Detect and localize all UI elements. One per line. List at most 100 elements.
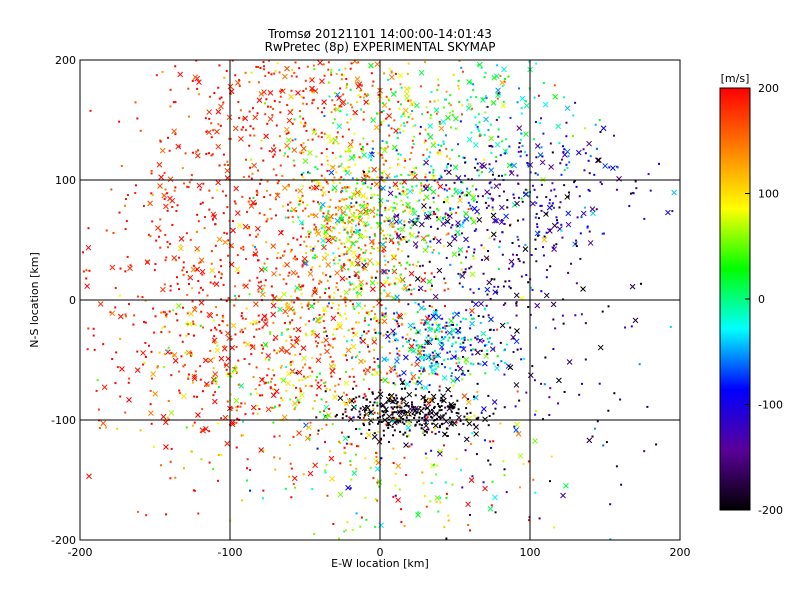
data-point-x <box>263 133 270 140</box>
data-point-x <box>156 161 163 168</box>
data-point-dot <box>320 379 323 382</box>
data-point-dot <box>354 163 357 166</box>
data-point-dot <box>380 457 383 460</box>
data-point-dot <box>349 487 352 490</box>
data-point-x <box>338 216 345 222</box>
data-point-dot <box>289 444 292 447</box>
data-point-dot <box>572 134 575 137</box>
data-point-dot <box>256 112 259 115</box>
data-point-dot <box>398 261 401 264</box>
data-point-dot <box>136 295 139 298</box>
data-point-dot <box>445 256 448 259</box>
data-point-dot <box>371 392 374 395</box>
data-point-dot <box>288 185 291 188</box>
data-point-dot <box>397 228 400 231</box>
data-point-dot <box>499 154 502 157</box>
data-point-dot <box>407 434 410 437</box>
data-point-dot <box>356 354 359 357</box>
data-point-dot <box>245 258 248 261</box>
data-point-dot <box>199 188 202 191</box>
data-point-dot <box>235 409 238 412</box>
data-point-dot <box>359 407 362 410</box>
data-point-x <box>456 414 462 421</box>
data-point-dot <box>363 259 366 262</box>
data-point-dot <box>210 250 213 253</box>
data-point-dot <box>463 194 466 197</box>
data-point-dot <box>343 451 346 454</box>
data-point-dot <box>258 384 261 387</box>
data-point-dot <box>333 108 336 111</box>
data-point-dot <box>454 350 457 353</box>
data-point-dot <box>394 185 397 188</box>
data-point-x <box>454 376 461 382</box>
data-point-dot <box>392 269 395 272</box>
data-point-x <box>233 397 240 404</box>
data-point-dot <box>311 138 314 141</box>
data-point-dot <box>337 288 340 291</box>
data-point-dot <box>172 101 175 104</box>
data-point-dot <box>470 81 473 84</box>
data-point-x <box>463 216 470 222</box>
data-point-dot <box>160 311 163 314</box>
data-point-x <box>402 107 409 114</box>
data-point-dot <box>558 206 561 209</box>
data-point-dot <box>399 131 402 134</box>
data-point-x <box>369 208 376 215</box>
data-point-dot <box>475 188 478 191</box>
data-point-dot <box>362 396 365 399</box>
data-point-dot <box>300 95 303 98</box>
data-point-dot <box>503 80 506 83</box>
data-point-dot <box>261 318 264 321</box>
data-point-dot <box>476 335 479 338</box>
data-point-dot <box>387 208 390 211</box>
data-point-dot <box>298 67 301 70</box>
data-point-x <box>351 404 357 411</box>
data-point-dot <box>398 374 401 377</box>
data-point-dot <box>527 306 530 309</box>
data-point-x <box>420 235 427 242</box>
data-point-dot <box>334 390 337 393</box>
data-point-dot <box>444 282 447 285</box>
data-point-dot <box>305 129 308 132</box>
data-point-dot <box>421 345 424 348</box>
data-point-x <box>278 229 284 236</box>
data-point-x <box>455 327 461 334</box>
data-point-dot <box>289 321 292 324</box>
data-point-dot <box>432 196 435 199</box>
data-point-x <box>671 189 677 196</box>
data-point-dot <box>459 346 462 349</box>
data-point-dot <box>469 529 472 532</box>
data-point-dot <box>272 168 275 171</box>
data-point-dot <box>312 91 315 94</box>
data-point-dot <box>337 247 340 250</box>
data-point-dot <box>236 254 239 257</box>
data-point-dot <box>311 249 314 252</box>
data-point-dot <box>257 169 260 172</box>
data-point-dot <box>315 345 318 348</box>
data-point-dot <box>331 346 334 349</box>
data-point-dot <box>376 499 379 502</box>
data-point-x <box>482 416 488 423</box>
data-point-x <box>444 218 451 225</box>
data-point-dot <box>406 261 409 264</box>
data-point-dot <box>630 325 633 328</box>
data-point-dot <box>291 208 294 211</box>
data-point-dot <box>391 225 394 228</box>
data-point-dot <box>424 139 427 142</box>
data-point-dot <box>540 290 543 293</box>
data-point-dot <box>443 216 446 219</box>
data-point-dot <box>211 382 214 385</box>
data-point-dot <box>438 426 441 429</box>
data-point-dot <box>475 228 478 231</box>
data-point-dot <box>462 337 465 340</box>
data-point-dot <box>359 257 362 260</box>
data-point-dot <box>354 224 357 227</box>
data-point-dot <box>328 205 331 208</box>
data-point-dot <box>524 188 527 191</box>
data-point-dot <box>423 434 426 437</box>
data-point-dot <box>432 358 435 361</box>
data-point-x <box>371 166 377 173</box>
data-point-dot <box>550 189 553 192</box>
data-point-dot <box>317 201 320 204</box>
data-point-dot <box>477 64 480 67</box>
